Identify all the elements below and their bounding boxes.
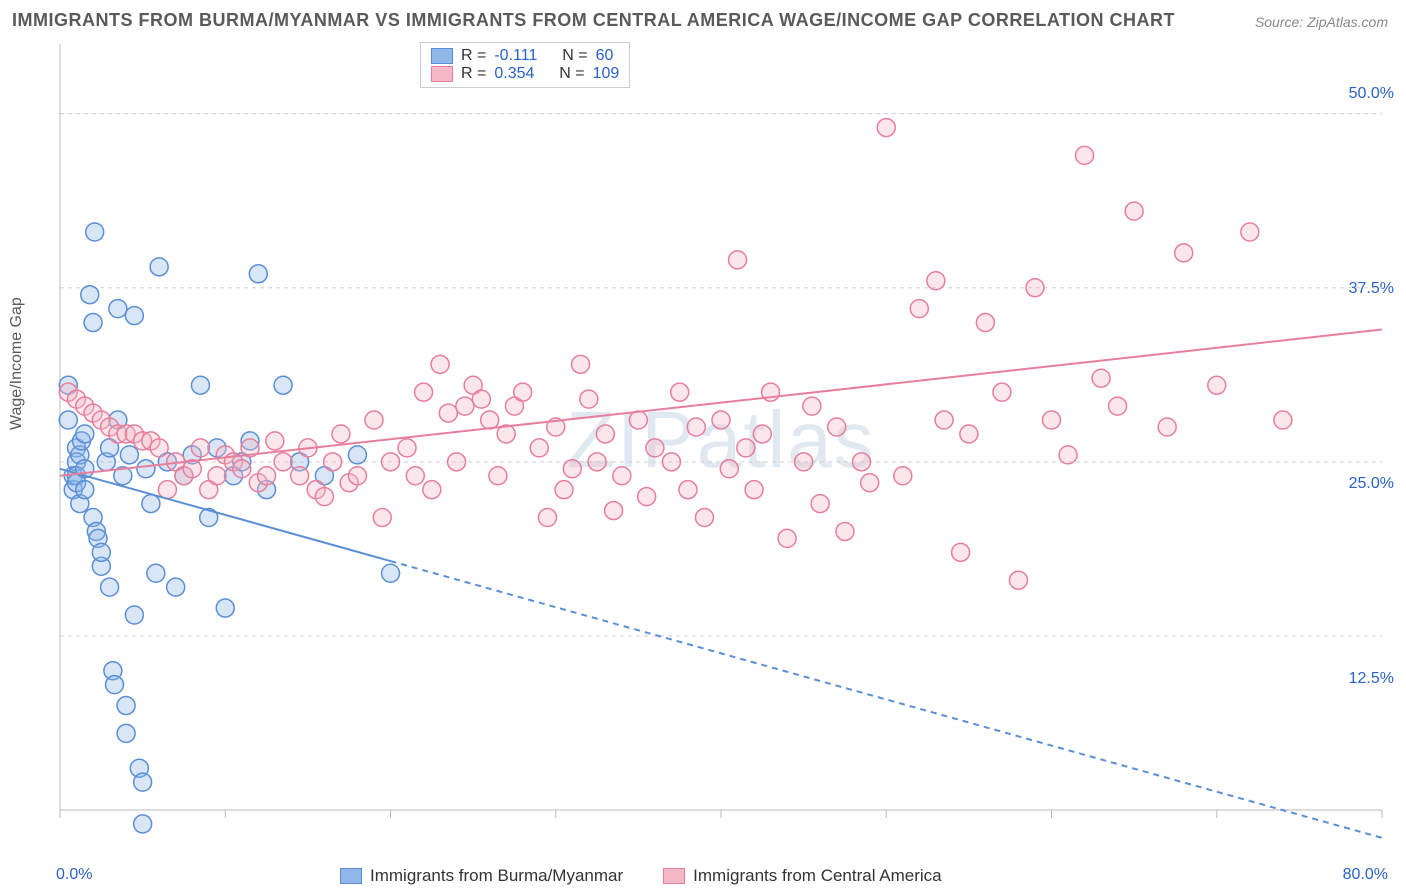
r-value: -0.111 [494,47,537,65]
legend-label: Immigrants from Central America [693,866,941,886]
source-attribution: Source: ZipAtlas.com [1255,14,1388,30]
n-label: N = [562,47,587,65]
chart-title: IMMIGRANTS FROM BURMA/MYANMAR VS IMMIGRA… [12,10,1175,31]
r-label: R = [461,47,486,65]
x-tick-max: 80.0% [1343,866,1388,884]
r-label: R = [461,65,486,83]
swatch-icon [663,868,685,884]
scatter-chart-svg [56,40,1386,840]
n-value: 109 [593,65,620,83]
y-axis-label: Wage/Income Gap [8,297,26,430]
legend-row-central-america: R = 0.354 N = 109 [431,65,619,83]
correlation-legend: R = -0.111 N = 60 R = 0.354 N = 109 [420,42,630,88]
plot-area: ZIPatlas [56,40,1386,840]
swatch-icon [431,66,453,82]
legend-item-burma: Immigrants from Burma/Myanmar [340,866,623,886]
r-value: 0.354 [494,65,534,83]
n-value: 60 [596,47,614,65]
swatch-icon [431,48,453,64]
legend-item-central-america: Immigrants from Central America [663,866,941,886]
legend-row-burma: R = -0.111 N = 60 [431,47,619,65]
swatch-icon [340,868,362,884]
series-legend: Immigrants from Burma/Myanmar Immigrants… [340,866,942,886]
x-tick-min: 0.0% [56,866,92,884]
legend-label: Immigrants from Burma/Myanmar [370,866,623,886]
n-label: N = [559,65,584,83]
